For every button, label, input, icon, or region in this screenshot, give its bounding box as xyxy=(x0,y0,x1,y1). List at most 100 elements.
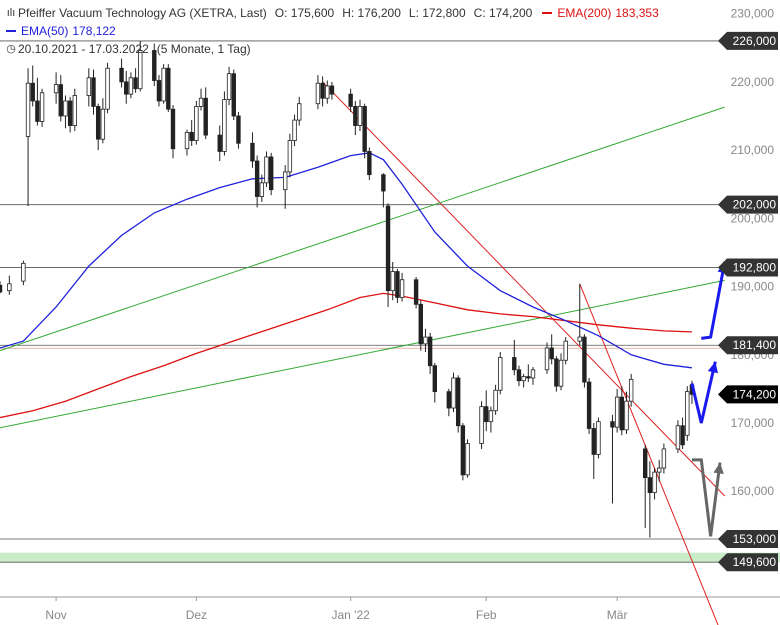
candle-body xyxy=(67,100,73,126)
green-trendline xyxy=(0,279,725,429)
candle-body xyxy=(222,99,227,152)
candle-body xyxy=(647,477,653,494)
candle-body xyxy=(390,271,395,292)
candle-body xyxy=(264,156,269,184)
ohlc-close: C: 174,200 xyxy=(473,6,533,20)
candle-body xyxy=(624,400,629,431)
level-badge-label: 149,600 xyxy=(733,555,777,569)
candle-body xyxy=(610,421,615,428)
candle-body xyxy=(526,376,531,379)
candle-body xyxy=(184,131,190,150)
candle-body xyxy=(152,50,157,81)
candle-body xyxy=(432,365,438,393)
x-tick-label: Dez xyxy=(186,608,207,622)
gray-forecast-arrow xyxy=(691,458,722,537)
candle-body xyxy=(479,406,484,444)
candle-body xyxy=(161,67,166,102)
blue-forecast-arrow xyxy=(690,361,717,424)
candle-body xyxy=(25,82,31,137)
candle-body xyxy=(484,406,489,423)
candle-body xyxy=(194,106,199,141)
candle-body xyxy=(465,443,470,476)
candle-body xyxy=(217,134,222,152)
candle-body xyxy=(226,73,232,101)
candle-body xyxy=(558,359,564,387)
candle-body xyxy=(582,336,587,383)
candle-body xyxy=(72,95,78,126)
candle-body xyxy=(315,82,321,105)
candle-body xyxy=(446,391,452,409)
blue-forecast-arrow xyxy=(701,261,727,340)
candle-body xyxy=(133,77,138,90)
red-trendline xyxy=(322,81,726,497)
level-badge xyxy=(718,336,778,355)
level-badge-label: 181,400 xyxy=(733,338,777,352)
candle-body xyxy=(325,85,330,99)
candle-body xyxy=(329,85,335,95)
candlestick-icon: ılı xyxy=(6,7,16,19)
candle-body xyxy=(512,357,517,371)
candle-body xyxy=(455,377,461,427)
candle-body xyxy=(189,131,194,141)
ema200-line xyxy=(0,292,692,419)
level-badge-label: 153,000 xyxy=(733,532,777,546)
candle-body xyxy=(498,357,503,391)
candle-body xyxy=(367,151,372,176)
candle-body xyxy=(642,448,648,479)
candle-body xyxy=(685,391,690,436)
candle-body xyxy=(353,106,358,126)
instrument-title: Pfeiffer Vacuum Technology AG (XETRA, La… xyxy=(18,6,267,20)
candle-body xyxy=(413,279,419,305)
candle-body xyxy=(563,340,568,361)
candle-body xyxy=(0,284,3,293)
candle-body xyxy=(35,100,40,122)
candle-body xyxy=(577,336,582,342)
candle-body xyxy=(30,82,35,102)
candle-body xyxy=(652,471,657,494)
y-tick-label: 220,000 xyxy=(731,75,775,89)
candle-body xyxy=(128,77,134,95)
candle-body xyxy=(7,283,12,292)
ohlc-high: H: 176,200 xyxy=(342,6,401,20)
ema200-label: EMA(200) xyxy=(557,6,612,20)
candle-body xyxy=(675,425,681,450)
candle-body xyxy=(399,279,405,298)
legend-row-ema50: EMA(50) 178,122 xyxy=(4,22,659,40)
y-tick-label: 230,000 xyxy=(731,7,775,21)
candle-body xyxy=(268,156,274,191)
ohlc-low: L: 172,800 xyxy=(408,6,466,20)
red-trendline xyxy=(579,283,719,625)
candle-body xyxy=(119,67,124,83)
last-price-label: 174,200 xyxy=(733,387,777,401)
candle-body xyxy=(619,396,625,431)
green-trendline xyxy=(0,106,725,352)
candle-body xyxy=(282,171,288,191)
legend-row-instrument: ılı Pfeiffer Vacuum Technology AG (XETRA… xyxy=(4,4,659,22)
candle-body xyxy=(423,336,428,345)
level-badge-label: 192,800 xyxy=(733,260,777,274)
x-tick-label: Jan '22 xyxy=(331,608,370,622)
level-badge-label: 226,000 xyxy=(733,34,777,48)
candle-body xyxy=(287,140,293,173)
candle-body xyxy=(105,67,110,110)
candle-body xyxy=(586,381,592,429)
candle-body xyxy=(357,106,363,126)
candle-body xyxy=(516,369,522,382)
y-tick-label: 160,000 xyxy=(731,484,775,498)
candle-body xyxy=(124,81,129,95)
candle-body xyxy=(58,84,63,117)
candle-body xyxy=(259,182,265,197)
y-tick-label: 210,000 xyxy=(731,143,775,157)
legend-row-period: ◷ 20.10.2021 - 17.03.2022 (5 Monate, 1 T… xyxy=(4,40,659,58)
level-badge xyxy=(718,258,778,277)
candle-body xyxy=(86,77,92,96)
candle-body xyxy=(460,425,466,476)
candle-body xyxy=(549,347,554,360)
ema50-line xyxy=(0,152,692,369)
candle-body xyxy=(63,100,68,117)
level-badge xyxy=(718,195,778,214)
candle-body xyxy=(493,389,498,412)
candle-body xyxy=(320,82,325,99)
y-tick-label: 200,000 xyxy=(731,211,775,225)
